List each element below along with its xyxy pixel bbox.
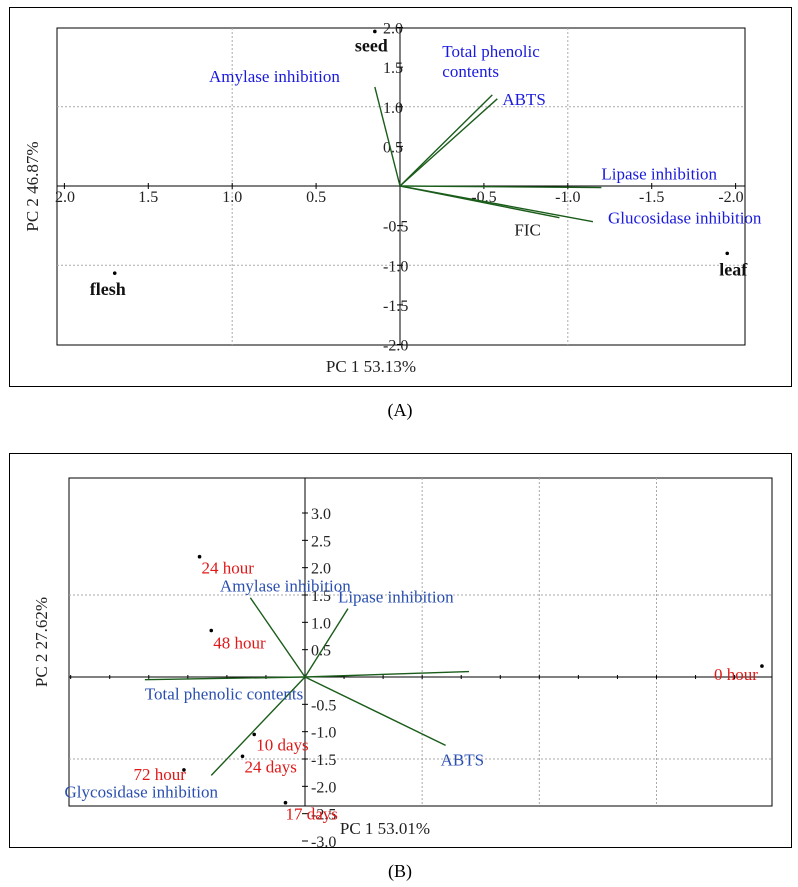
y-tick-label-a: 1.5 [383, 60, 403, 77]
panel-b-caption: (B) [388, 861, 412, 881]
loading-vector-a [399, 185, 560, 219]
point-label-a: flesh [90, 279, 126, 299]
loading-vector-a [399, 98, 498, 187]
y-tick-label-b: -1.0 [311, 725, 336, 742]
y-tick-label-b: 1.0 [311, 615, 331, 632]
y-tick-label-a: -1.5 [383, 298, 408, 315]
x-tick-label-a: 1.0 [222, 189, 242, 206]
y-tick-label-a: 2.0 [383, 21, 403, 38]
x-tick-label-a: 1.5 [138, 189, 158, 206]
x-tick-label-a: -1.0 [555, 189, 580, 206]
vector-label-a: Lipase inhibition [601, 165, 717, 184]
x-tick-label-a: 2.0 [55, 189, 75, 206]
panel-b-frame [9, 453, 792, 848]
score-point-a [373, 29, 377, 34]
loading-vector-b [304, 670, 470, 678]
score-point-b [209, 628, 214, 633]
x-tick-label-a: -1.5 [639, 189, 664, 206]
point-label-b: 17 days [285, 805, 337, 824]
loading-vector-b [144, 676, 306, 681]
score-point-b [283, 800, 288, 805]
score-point-b [252, 732, 257, 737]
y-tick-label-a: 1.0 [383, 100, 403, 117]
point-label-b: 24 days [245, 757, 297, 776]
score-point-b [240, 754, 245, 759]
score-point-b [760, 664, 764, 668]
x-tick-label-a: -2.0 [718, 189, 743, 206]
loading-vector-b [249, 597, 306, 678]
y-tick-label-b: -0.5 [311, 697, 336, 714]
vector-label-b: Lipase inhibition [338, 588, 454, 607]
point-label-a: seed [355, 35, 388, 55]
score-point-b [197, 554, 202, 559]
vector-label-b: Glycosidase inhibition [65, 782, 219, 801]
x-axis-title-a: PC 1 53.13% [326, 357, 416, 376]
vector-label-b: Amylase inhibition [220, 577, 351, 596]
vector-label-b: ABTS [441, 750, 484, 769]
score-point-a [112, 271, 117, 275]
point-label-b: 72 hour [134, 765, 187, 784]
vector-label-a: Glucosidase inhibition [608, 209, 762, 228]
loading-vector-a [399, 94, 493, 187]
y-tick-label-b: 2.0 [311, 561, 331, 578]
x-tick-label-a: 0.5 [306, 189, 326, 206]
vector-label-a: contents [442, 62, 499, 81]
loading-vector-a [374, 86, 401, 187]
point-label-a: leaf [719, 259, 748, 279]
y-tick-label-a: -2.0 [383, 338, 408, 355]
score-point-a [725, 251, 730, 256]
point-label-b: 48 hour [213, 634, 266, 653]
y-axis-title-b: PC 2 27.62% [32, 597, 51, 687]
y-tick-label-b: -2.5 [311, 807, 336, 824]
loading-vector-b [304, 676, 446, 746]
loading-vector-b [304, 608, 349, 678]
y-tick-label-b: -2.0 [311, 779, 336, 796]
y-tick-label-b: -1.5 [311, 752, 336, 769]
score-point-b [182, 768, 186, 772]
y-tick-label-a: -1.0 [383, 258, 408, 275]
vector-label-a: ABTS [502, 90, 545, 109]
plot-area-b [68, 477, 773, 807]
loading-vector-a [399, 185, 602, 189]
loading-vector-b [210, 676, 306, 776]
y-tick-label-b: 3.0 [311, 506, 331, 523]
y-tick-label-b: 2.5 [311, 533, 331, 550]
vector-label-a: FIC [514, 221, 540, 240]
point-label-b: 10 days [256, 735, 308, 754]
y-tick-label-a: -0.5 [383, 219, 408, 236]
y-tick-label-b: 1.5 [311, 588, 331, 605]
vector-label-b: Total phenolic contents [145, 685, 303, 704]
vector-label-a: Amylase inhibition [209, 67, 340, 86]
panel-a-caption: (A) [387, 400, 413, 420]
x-axis-title-b: PC 1 53.01% [340, 819, 430, 838]
y-tick-label-a: 0.5 [383, 139, 403, 156]
point-label-b: 0 hour [714, 665, 758, 684]
y-axis-title-a: PC 2 46.87% [23, 141, 42, 231]
y-tick-label-b: -3.0 [311, 834, 336, 851]
vector-label-a: Total phenolic [442, 42, 540, 61]
point-label-b: 24 hour [202, 559, 255, 578]
